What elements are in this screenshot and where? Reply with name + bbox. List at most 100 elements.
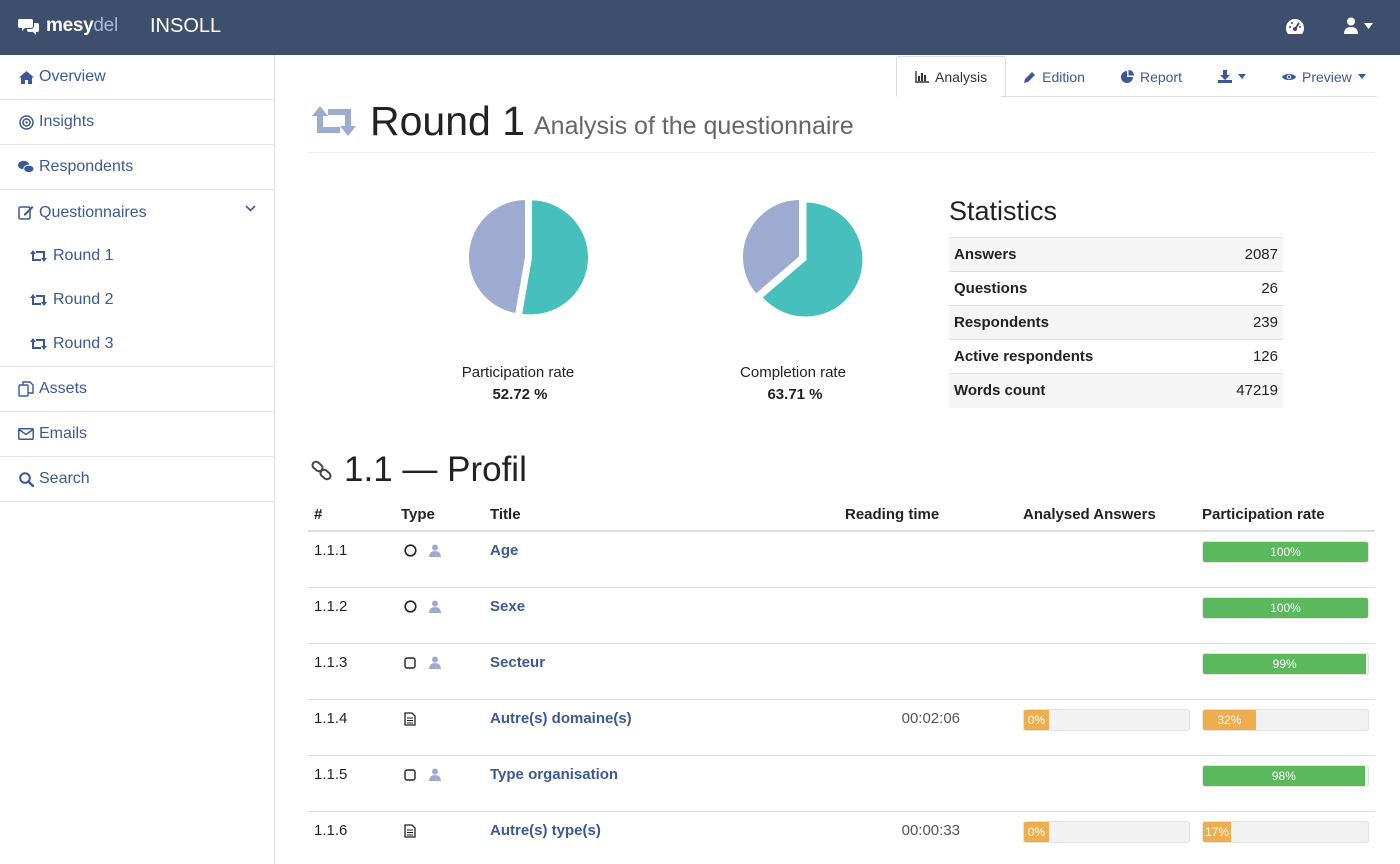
question-number: 1.1.5 <box>314 766 348 783</box>
text-document-icon <box>404 712 416 730</box>
eye-icon <box>1281 73 1296 80</box>
stat-value: 47219 <box>1197 373 1283 408</box>
participation-rate-bar: 100% <box>1202 597 1369 619</box>
column-header-title: Title <box>490 506 521 523</box>
checkbox-icon <box>404 656 416 673</box>
participation-rate-bar: 98% <box>1202 765 1369 787</box>
tab-label: Analysis <box>935 68 988 85</box>
stat-value: 26 <box>1197 271 1283 306</box>
link-icon <box>311 460 332 481</box>
tab-label: Edition <box>1042 68 1085 85</box>
question-title-link[interactable]: Autre(s) domaine(s) <box>490 710 632 727</box>
sidebar-item-overview[interactable]: Overview <box>0 55 274 100</box>
table-row: Words count 47219 <box>949 373 1283 408</box>
sidebar-item-assets[interactable]: Assets <box>0 367 274 412</box>
sidebar-item-insights[interactable]: Insights <box>0 100 274 145</box>
page-subtitle: Analysis of the questionnaire <box>534 112 854 140</box>
sidebar-item-questionnaires[interactable]: Questionnaires <box>0 190 274 235</box>
user-menu[interactable] <box>1344 17 1373 34</box>
tab-download[interactable] <box>1200 56 1264 97</box>
sidebar-item-label: Overview <box>39 68 106 85</box>
question-number: 1.1.4 <box>314 710 348 727</box>
sidebar-subitem-round-3[interactable]: Round 3 <box>0 322 274 367</box>
sidebar-item-label: Assets <box>39 380 88 397</box>
question-number: 1.1.3 <box>314 654 348 671</box>
sidebar-subitem-round-2[interactable]: Round 2 <box>0 278 274 322</box>
person-icon <box>429 656 441 673</box>
analysed-answers-bar: 0% <box>1023 709 1190 731</box>
question-number: 1.1.1 <box>314 542 348 559</box>
progress-fill: 17% <box>1203 822 1232 842</box>
stat-key: Words count <box>949 373 1198 408</box>
sidebar-item-label: Questionnaires <box>39 203 147 221</box>
search-icon <box>18 471 34 487</box>
completion-rate-value: 63.71 % <box>767 386 823 403</box>
tab-label: Preview <box>1301 68 1352 85</box>
retweet-icon <box>312 106 356 136</box>
round-label: Round 2 <box>53 291 114 308</box>
question-number: 1.1.2 <box>314 598 348 615</box>
home-icon <box>18 69 34 85</box>
question-title-link[interactable]: Autre(s) type(s) <box>490 822 601 839</box>
comments-icon <box>18 19 39 35</box>
tab-edition[interactable]: Edition <box>1006 56 1103 97</box>
table-row[interactable]: 1.1.6 Autre(s) type(s) 00:00:33 0% 17% <box>308 812 1375 864</box>
stat-value: 2087 <box>1197 237 1283 272</box>
table-row: Active respondents 126 <box>949 339 1283 374</box>
stat-key: Questions <box>949 271 1198 306</box>
question-title-link[interactable]: Type organisation <box>490 766 619 783</box>
radio-icon <box>404 544 417 561</box>
column-header-type: Type <box>401 506 435 523</box>
tab-report[interactable]: Report <box>1103 56 1200 97</box>
table-row: Respondents 239 <box>949 305 1283 340</box>
progress-fill: 98% <box>1203 766 1365 786</box>
question-title-link[interactable]: Sexe <box>490 598 526 615</box>
question-title-link[interactable]: Age <box>490 542 519 559</box>
stat-value: 239 <box>1197 305 1283 340</box>
sidebar-item-label: Insights <box>39 113 95 130</box>
participation-rate-bar: 17% <box>1202 821 1369 843</box>
bar-chart-icon <box>915 70 929 83</box>
progress-fill: 100% <box>1203 542 1368 562</box>
tab-analysis[interactable]: Analysis <box>896 56 1007 97</box>
radio-icon <box>404 600 417 617</box>
retweet-icon <box>30 250 48 262</box>
brand-logo[interactable]: mesy del <box>18 15 118 37</box>
download-icon <box>1217 70 1232 83</box>
pie-slice-rate <box>760 200 865 319</box>
tab-label: Report <box>1139 68 1182 85</box>
completion-rate-label: Completion rate <box>740 364 846 381</box>
sidebar-item-label: Respondents <box>39 158 134 175</box>
table-row[interactable]: 1.1.3 Secteur 99% <box>308 644 1375 700</box>
person-icon <box>429 600 441 617</box>
table-row[interactable]: 1.1.5 Type organisation 98% <box>308 756 1375 812</box>
column-header-number: # <box>314 506 323 523</box>
pie-slice-rate <box>519 198 590 317</box>
text-document-icon <box>404 824 416 842</box>
brand-name-b: del <box>93 15 118 36</box>
question-title-link[interactable]: Secteur <box>490 654 546 671</box>
column-header-reading-time: Reading time <box>845 506 940 523</box>
sidebar-item-respondents[interactable]: Respondents <box>0 145 274 190</box>
stat-key: Answers <box>949 237 1198 272</box>
sidebar-subitem-round-1[interactable]: Round 1 <box>0 234 274 278</box>
sidebar-item-emails[interactable]: Emails <box>0 412 274 457</box>
sidebar-item-label: Emails <box>39 425 88 442</box>
dashboard-icon[interactable] <box>1285 17 1305 42</box>
top-navbar: mesy del INSOLL <box>0 0 1400 55</box>
table-row[interactable]: 1.1.1 Age 100% <box>308 532 1375 588</box>
participation-rate-label: Participation rate <box>461 364 575 381</box>
table-row[interactable]: 1.1.4 Autre(s) domaine(s) 00:02:06 0% 32% <box>308 700 1375 756</box>
caret-down-icon <box>1357 74 1366 79</box>
caret-down-icon <box>1364 22 1373 29</box>
sidebar-item-search[interactable]: Search <box>0 457 274 502</box>
project-name[interactable]: INSOLL <box>150 15 222 37</box>
pie-slice-remaining <box>741 197 801 297</box>
view-tabs: Analysis Edition Report Preview <box>896 56 1384 97</box>
tab-preview[interactable]: Preview <box>1264 56 1384 97</box>
table-row[interactable]: 1.1.2 Sexe 100% <box>308 588 1375 644</box>
users-icon <box>18 159 34 175</box>
chevron-down-icon[interactable] <box>245 205 256 212</box>
progress-fill: 0% <box>1024 710 1049 730</box>
progress-fill: 99% <box>1203 654 1367 674</box>
